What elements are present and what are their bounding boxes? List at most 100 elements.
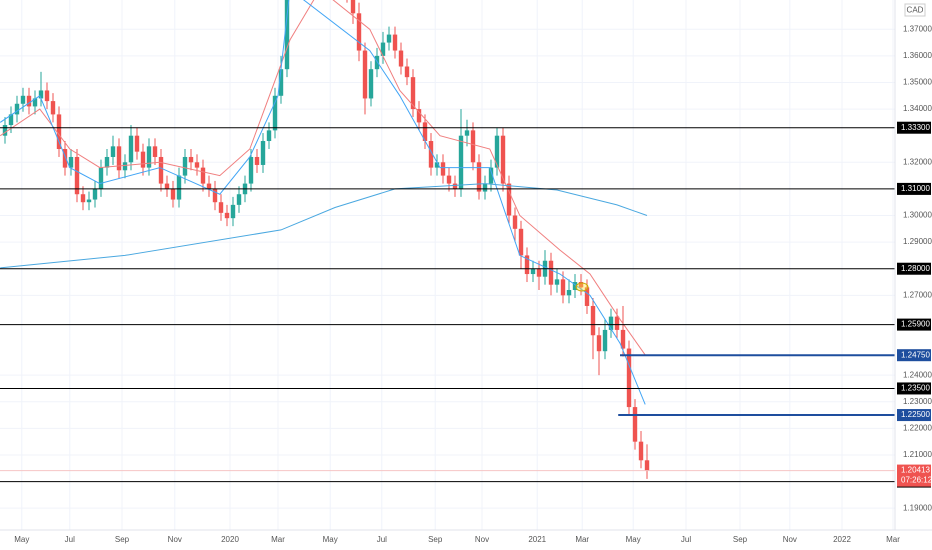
candle-body <box>56 114 62 149</box>
y-tick-label: 1.29000 <box>903 237 932 246</box>
candle-body <box>524 255 530 275</box>
candle-body <box>8 114 14 126</box>
y-tick-label: 1.37000 <box>903 24 932 33</box>
x-tick-label: 2020 <box>221 535 239 544</box>
candle-body <box>92 188 98 200</box>
countdown: 07:26:12 <box>901 476 932 485</box>
y-tick-label: 1.24000 <box>903 370 932 379</box>
x-tick-label: Sep <box>428 535 443 544</box>
moving-average <box>0 183 648 269</box>
candle-body <box>356 13 362 51</box>
candle-body <box>422 122 428 142</box>
y-tick-label: 1.23000 <box>903 397 932 406</box>
candle-body <box>146 146 152 168</box>
candle-body <box>584 287 590 306</box>
annotation-circle <box>575 282 589 292</box>
candle-body <box>614 316 620 330</box>
candle-body <box>416 109 422 123</box>
y-tick-label: 1.27000 <box>903 290 932 299</box>
x-tick-label: May <box>14 535 29 544</box>
candle-body <box>80 194 86 203</box>
candle-body <box>374 55 380 70</box>
candle-body <box>644 460 650 471</box>
candle-body <box>62 148 68 168</box>
candle-body <box>86 199 92 203</box>
x-tick-label: May <box>323 535 338 544</box>
candle-body <box>620 329 626 349</box>
candle-body <box>98 167 104 189</box>
candle-body <box>566 290 572 296</box>
moving-average <box>0 0 646 356</box>
candle-body <box>260 141 266 165</box>
candle-body <box>284 0 290 70</box>
currency: CAD <box>907 6 924 15</box>
candle-body <box>608 316 614 330</box>
candle-body <box>176 175 182 200</box>
candle-body <box>182 156 188 176</box>
candle-body <box>278 69 284 96</box>
candle-body <box>536 268 542 277</box>
candle-body <box>464 130 470 136</box>
level-label-box <box>897 409 931 422</box>
x-tick-label: Nov <box>783 535 797 544</box>
candle-body <box>68 156 74 168</box>
candle-body <box>452 183 458 189</box>
candle-body <box>602 329 608 352</box>
candle-body <box>368 69 374 99</box>
candle-body <box>362 50 368 99</box>
candle-body <box>530 268 536 275</box>
x-tick-label: 2021 <box>528 535 546 544</box>
candle-body <box>44 90 50 102</box>
candle-body <box>512 215 518 229</box>
x-tick-label: Nov <box>475 535 489 544</box>
candle-body <box>110 146 116 157</box>
level-label: 1.33300 <box>901 123 930 132</box>
level-label: 1.23500 <box>901 384 930 393</box>
candle-body <box>632 407 638 442</box>
x-tick-label: Jul <box>377 535 387 544</box>
candle-body <box>122 162 128 171</box>
candle-body <box>494 135 500 168</box>
axes: 1.37000 1.36000 1.35000 1.34000 1.32000 1.300… <box>14 24 932 544</box>
grid <box>0 0 895 530</box>
candle-body <box>116 146 122 171</box>
candle-body <box>458 135 464 189</box>
candle-body <box>500 135 506 184</box>
x-tick-label: Sep <box>733 535 748 544</box>
currency-box <box>904 3 926 17</box>
candle-body <box>626 348 632 408</box>
x-tick-label: Nov <box>168 535 182 544</box>
level-label: 1.22500 <box>901 410 930 419</box>
y-tick-label: 1.35000 <box>903 78 932 87</box>
y-tick-label: 1.22000 <box>903 423 932 432</box>
y-tick-label: 1.19000 <box>903 503 932 512</box>
candle-body <box>518 228 524 256</box>
level-label: 1.24750 <box>901 350 930 359</box>
candle-body <box>446 175 452 184</box>
candle-body <box>188 156 194 163</box>
level-label-box <box>897 318 931 331</box>
candle-body <box>560 279 566 296</box>
candle-body <box>386 34 392 43</box>
candle-body <box>554 279 560 285</box>
candle-body <box>350 0 356 14</box>
candle-body <box>590 305 596 336</box>
candle-body <box>440 162 446 176</box>
candle-body <box>578 282 584 288</box>
x-tick-label: May <box>626 535 641 544</box>
last-price-label: 1.20413 <box>901 466 930 475</box>
candle-body <box>164 183 170 189</box>
candle-body <box>410 77 416 110</box>
candle-body <box>158 156 164 184</box>
x-tick-label: 2022 <box>833 535 851 544</box>
level-label-box <box>897 382 931 395</box>
plot-area <box>0 0 895 483</box>
x-tick-label: Mar <box>271 535 285 544</box>
level-label-box <box>897 182 931 195</box>
candle-body <box>506 183 512 216</box>
candle-body <box>548 260 554 285</box>
candle-body <box>572 282 578 291</box>
candle-body <box>170 188 176 200</box>
last-price-box <box>897 464 931 487</box>
